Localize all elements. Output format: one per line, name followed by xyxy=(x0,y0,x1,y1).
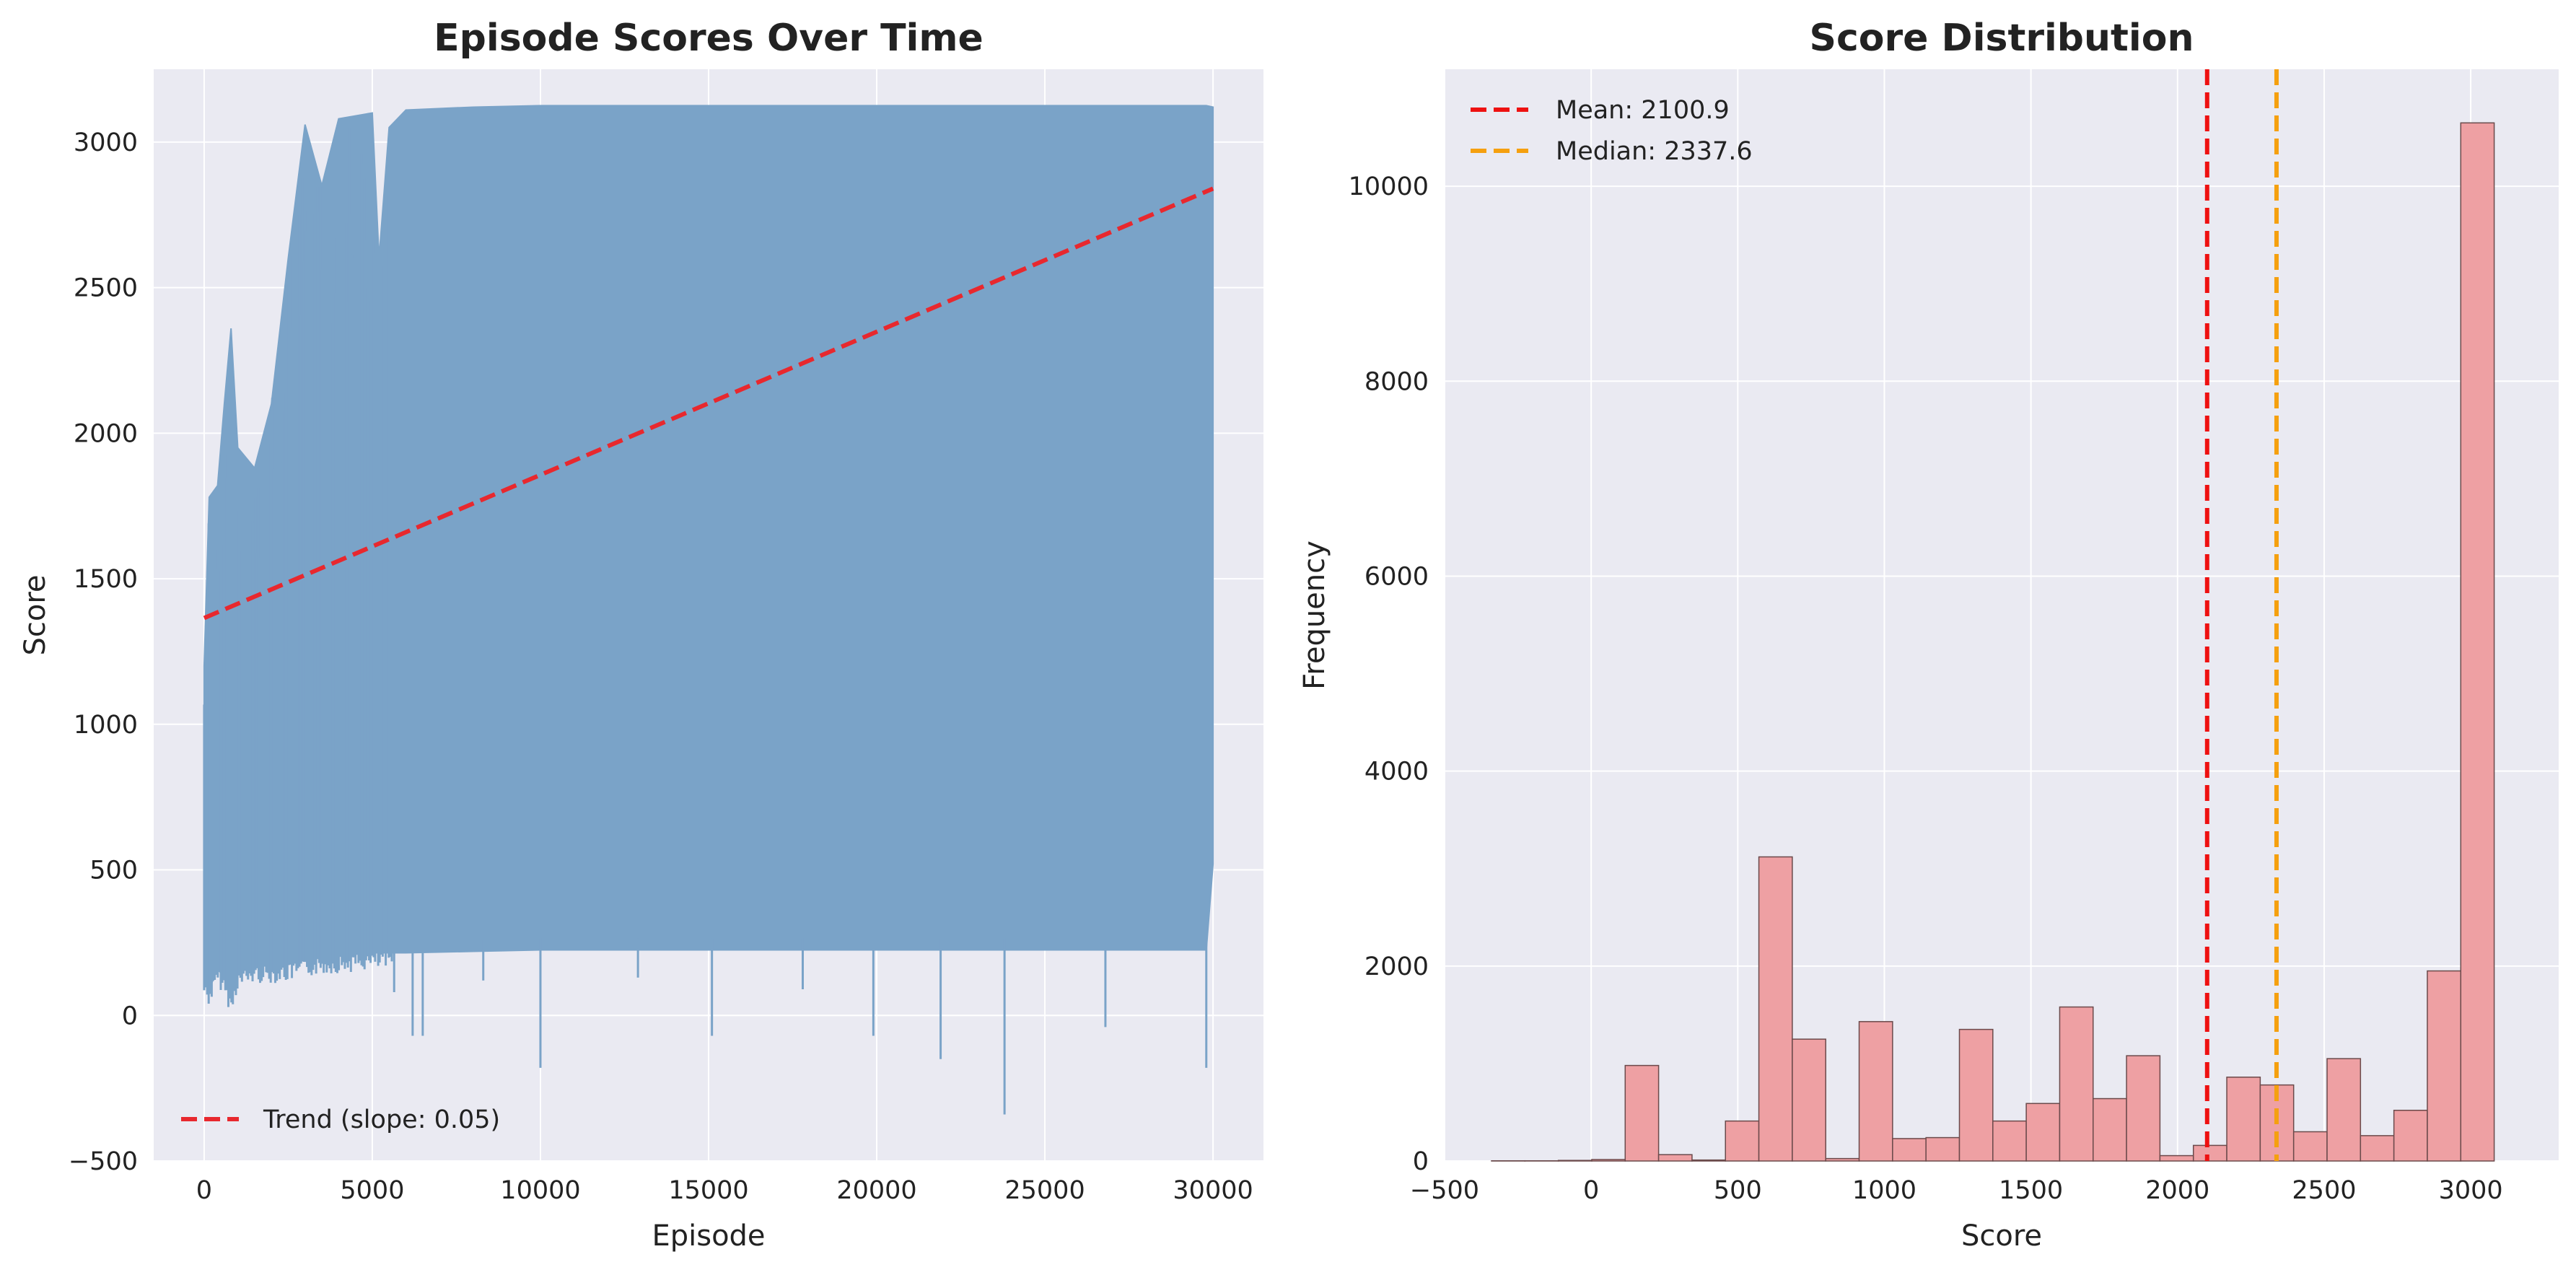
y-axis-label: Score xyxy=(19,574,52,655)
legend: Mean: 2100.9 Median: 2337.6 xyxy=(1471,96,1753,166)
x-tick-label: 30000 xyxy=(1173,1176,1253,1205)
x-tick-label: 25000 xyxy=(1004,1176,1085,1205)
histogram-bar xyxy=(2093,1097,2127,1162)
x-tick-label: 5000 xyxy=(340,1176,404,1205)
chart-title: Episode Scores Over Time xyxy=(434,17,983,60)
histogram-bar xyxy=(1691,1159,1727,1162)
legend-label-mean: Mean: 2100.9 xyxy=(1556,96,1730,125)
chart-title: Score Distribution xyxy=(1810,17,2194,60)
y-axis-label: Frequency xyxy=(1298,540,1331,690)
y-tick-label: 0 xyxy=(1413,1147,1429,1176)
histogram-bar xyxy=(1758,856,1793,1162)
histogram-bar xyxy=(1624,1064,1660,1162)
histogram-bar xyxy=(1657,1154,1693,1162)
histogram-bar xyxy=(2393,1110,2428,1162)
histogram-bar xyxy=(1792,1038,1826,1162)
histogram-bar xyxy=(1825,1157,1860,1162)
histogram-bar xyxy=(2360,1135,2395,1162)
y-tick-label: 10000 xyxy=(1349,172,1429,201)
reference-lines xyxy=(2204,69,2279,1161)
x-tick-labels: −500 0 500 1000 1500 2000 2500 3000 xyxy=(1410,1176,2503,1205)
histogram-bar xyxy=(1925,1136,1961,1162)
x-tick-label: 0 xyxy=(196,1176,212,1205)
histogram-bar xyxy=(2292,1131,2328,1162)
histogram-bar xyxy=(2192,1144,2227,1162)
histogram-bar xyxy=(1725,1120,1760,1162)
x-tick-label: 2500 xyxy=(2292,1176,2356,1205)
y-tick-labels: −500 0 500 1000 1500 2000 2500 3000 xyxy=(69,128,138,1176)
y-tick-labels: 0 2000 4000 6000 8000 10000 xyxy=(1349,172,1429,1176)
trend-series xyxy=(203,186,1214,621)
histogram-bar xyxy=(1557,1160,1593,1162)
histogram-bars xyxy=(1491,122,2495,1162)
y-tick-label: 500 xyxy=(89,856,138,885)
score-distribution-chart: −500 0 500 1000 1500 2000 2500 3000 02000400060… xyxy=(1298,17,2559,1253)
y-tick-label: 4000 xyxy=(1364,758,1429,787)
y-tick-label: 1500 xyxy=(74,565,138,594)
y-tick-label: 2000 xyxy=(74,419,138,448)
histogram-bar xyxy=(2059,1006,2094,1162)
histogram-bar xyxy=(2427,970,2462,1162)
histogram-bar xyxy=(2025,1103,2061,1162)
y-tick-label: −500 xyxy=(69,1147,138,1176)
y-tick-label: 8000 xyxy=(1364,367,1429,396)
histogram-bar xyxy=(2226,1077,2261,1162)
score-spikes xyxy=(393,938,1208,1115)
x-tick-label: 10000 xyxy=(500,1176,580,1205)
y-tick-label: 3000 xyxy=(74,128,138,157)
x-tick-labels: 0 5000 10000 15000 20000 25000 30000 xyxy=(196,1176,1253,1205)
y-tick-label: 6000 xyxy=(1364,562,1429,591)
plot-area xyxy=(1445,69,2559,1161)
x-tick-label: 3000 xyxy=(2439,1176,2503,1205)
x-tick-label: −500 xyxy=(1410,1176,1479,1205)
histogram-bar xyxy=(1992,1120,2027,1162)
histogram-bar xyxy=(1591,1159,1626,1162)
score-series xyxy=(203,105,1214,1115)
legend: Trend (slope: 0.05) xyxy=(181,1105,500,1134)
x-tick-label: 0 xyxy=(1583,1176,1599,1205)
histogram-bar xyxy=(2460,122,2495,1162)
x-tick-label: 1500 xyxy=(1999,1176,2063,1205)
y-tick-label: 0 xyxy=(122,1002,138,1030)
x-tick-label: 15000 xyxy=(668,1176,748,1205)
histogram-bar xyxy=(1858,1021,1893,1162)
histogram-bar xyxy=(2126,1055,2161,1162)
legend-label-median: Median: 2337.6 xyxy=(1556,137,1753,166)
histogram-bar xyxy=(1892,1138,1927,1162)
y-tick-label: 2000 xyxy=(1364,952,1429,981)
x-tick-label: 1000 xyxy=(1852,1176,1916,1205)
histogram-bar xyxy=(1958,1028,1994,1162)
y-tick-label: 1000 xyxy=(74,711,138,740)
histogram-bar xyxy=(2159,1154,2194,1162)
x-tick-label: 20000 xyxy=(836,1176,916,1205)
x-tick-label: 500 xyxy=(1714,1176,1762,1205)
score-texture xyxy=(203,122,393,1007)
trend-line xyxy=(203,186,1214,621)
histogram-bar xyxy=(2326,1058,2362,1162)
x-axis-label: Score xyxy=(1961,1219,2042,1253)
x-tick-label: 2000 xyxy=(2145,1176,2209,1205)
episode-scores-chart: 0 5000 10000 15000 20000 25000 30000 −500 0 500 1… xyxy=(19,17,1263,1253)
x-axis-label: Episode xyxy=(652,1219,765,1253)
legend-label-trend: Trend (slope: 0.05) xyxy=(263,1105,500,1134)
y-tick-label: 2500 xyxy=(74,274,138,303)
